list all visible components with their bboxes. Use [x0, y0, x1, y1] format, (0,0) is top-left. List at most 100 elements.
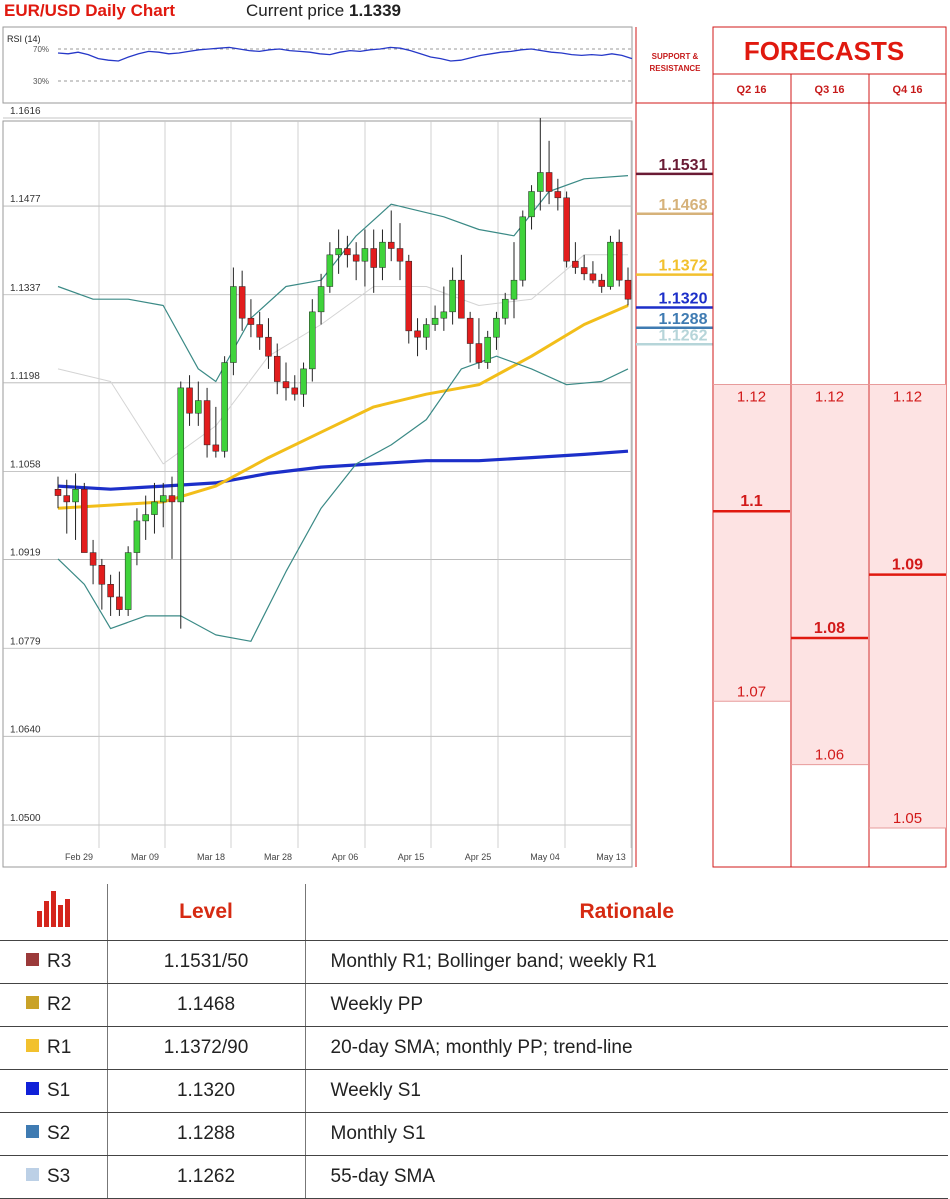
candle-down: [572, 260, 579, 268]
candle-up: [230, 286, 237, 363]
level-name: R3: [47, 951, 72, 972]
candle-down: [54, 488, 62, 496]
candle-up: [361, 248, 369, 262]
candle-down: [414, 330, 421, 338]
forecasts-title: FORECASTS: [744, 36, 904, 66]
candle-down: [352, 254, 360, 262]
candle-down: [203, 400, 211, 446]
sr-level-label: 1.1531: [659, 157, 708, 174]
chart-title: EUR/USD Daily Chart: [4, 1, 175, 20]
rsi-frame: [2, 26, 633, 104]
candle-down: [554, 191, 562, 199]
quarter-label: Q2 16: [737, 84, 767, 96]
candle-down: [598, 279, 605, 287]
sr-label-line1: SUPPORT &: [652, 52, 699, 61]
forecast-high-label: 1.12: [893, 389, 922, 406]
x-tick-label: Mar 09: [131, 852, 159, 862]
x-tick-label: May 13: [596, 852, 626, 862]
candle-up: [484, 336, 491, 363]
forecast-mid-label: 1.09: [892, 557, 923, 574]
candle-up: [72, 488, 79, 503]
candle-down: [387, 241, 395, 249]
level-rationale: 55-day SMA: [304, 1155, 948, 1199]
level-name-cell: R1: [0, 1026, 107, 1070]
y-tick-label: 1.1198: [10, 371, 40, 382]
candle-down: [545, 172, 553, 192]
candle-up: [379, 241, 386, 268]
candle-down: [186, 387, 193, 414]
y-tick-label: 1.1477: [10, 194, 41, 205]
forecast-low-label: 1.05: [893, 810, 922, 827]
x-tick-label: Feb 29: [65, 852, 93, 862]
table-body: R3 1.1531/50 Monthly R1; Bollinger band; w…: [0, 940, 948, 1199]
level-rationale: Weekly PP: [304, 983, 948, 1027]
candle-down: [89, 552, 97, 566]
candle-down: [238, 286, 246, 319]
forecast-low-label: 1.07: [737, 683, 766, 700]
level-color-swatch: [26, 953, 39, 967]
forecast-low-label: 1.06: [815, 747, 844, 764]
level-name-cell: S3: [0, 1155, 107, 1199]
bar-chart-icon: [37, 891, 71, 927]
level-name: R2: [47, 994, 72, 1015]
level-rationale: 20-day SMA; monthly PP; trend-line: [304, 1026, 948, 1070]
y-tick-label: 1.1058: [10, 460, 41, 471]
candle-down: [116, 596, 123, 610]
level-name-cell: R3: [0, 940, 107, 984]
candle-down: [370, 248, 377, 268]
y-axis-labels: 1.1616 1.1477 1.1337 1.1198 1.1058 1.0919 1.07…: [10, 106, 41, 824]
table-row: R2 1.1468 Weekly PP: [0, 983, 948, 1027]
y-tick-label: 1.1616: [10, 106, 41, 117]
candle-up: [423, 324, 430, 338]
y-tick-label: 1.0919: [10, 548, 41, 559]
candle-down: [212, 444, 220, 452]
x-tick-label: Apr 06: [332, 852, 359, 862]
candle-up: [335, 248, 342, 256]
level-color-swatch: [26, 1039, 39, 1053]
level-name: S3: [47, 1166, 71, 1187]
rsi-label: RSI (14): [7, 34, 41, 44]
eurusd-chart: RSI (14) 70% 30% 1.1616 1.1477 1.1337 1.119…: [2, 26, 947, 868]
candle-up: [501, 298, 509, 319]
forecast-range: [714, 384, 790, 702]
candle-down: [624, 279, 632, 300]
candle-up: [449, 279, 456, 313]
forecast-mid-label: 1.1: [740, 493, 762, 510]
table-row: S2 1.1288 Monthly S1: [0, 1112, 948, 1156]
level-rationale: Weekly S1: [304, 1069, 948, 1113]
current-price-label: Current price: [246, 1, 345, 20]
table-header-rationale: Rationale: [304, 884, 948, 941]
candle-down: [405, 260, 413, 332]
indicator-line-4: [57, 355, 629, 642]
candle-up: [159, 495, 167, 503]
level-name: R1: [47, 1037, 72, 1058]
level-color-swatch: [26, 1125, 39, 1139]
candle-down: [256, 324, 263, 338]
candle-down: [168, 495, 176, 503]
level-name: S1: [47, 1080, 71, 1101]
current-price: Current price 1.1339: [246, 1, 401, 21]
candle-up: [195, 400, 202, 414]
level-rationale: Monthly R1; Bollinger band; weekly R1: [304, 940, 948, 984]
candle-up: [519, 216, 527, 281]
sr-level-label: 1.1372: [659, 258, 708, 275]
forecast-range: [792, 384, 868, 765]
quarter-label: Q3 16: [815, 84, 845, 96]
candle-down: [63, 495, 71, 503]
candle-down: [563, 197, 570, 262]
candle-up: [124, 552, 132, 610]
candle-up: [528, 191, 535, 218]
candle-down: [615, 241, 623, 281]
level-color-swatch: [26, 1082, 39, 1096]
candle-down: [466, 317, 474, 344]
table-header-row: Level Rationale: [0, 884, 948, 941]
sr-level-label: 1.1468: [659, 197, 708, 214]
x-axis-labels: Feb 29 Mar 09 Mar 18 Mar 28 Apr 06 Apr 15 Apr …: [65, 852, 626, 862]
candle-down: [107, 584, 114, 598]
price-frame: [2, 120, 633, 868]
level-value: 1.1468: [106, 983, 305, 1027]
candle-up: [142, 514, 149, 522]
candle-up: [133, 520, 141, 553]
x-tick-label: May 04: [530, 852, 560, 862]
level-name-cell: S1: [0, 1069, 107, 1113]
